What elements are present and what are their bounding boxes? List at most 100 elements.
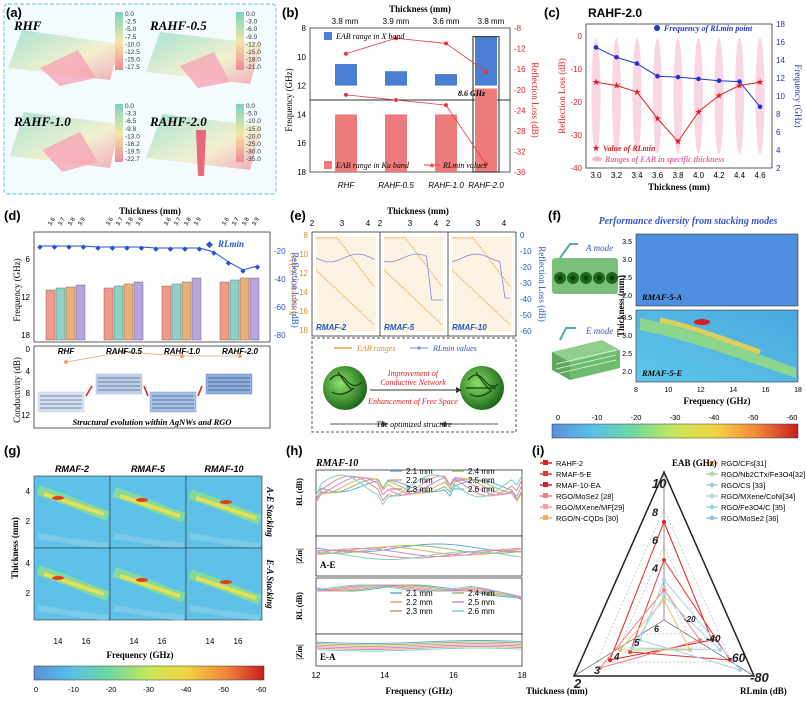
panel-c-xlabel: Thickness (mm)	[648, 182, 710, 192]
x-tick: 4.0	[693, 171, 705, 180]
x-tick: 16	[449, 671, 458, 680]
panel-f-ylabel: Thickness (mm)	[616, 275, 626, 337]
eab-range	[653, 38, 662, 154]
panel-i: (i) RAHF-2 RMAF-5-E RMAF-10-EA RGO/MoSe2 [2…	[526, 443, 805, 696]
legend-x-band: EAB range in X band	[335, 32, 405, 41]
subplot-title-rahf-20: RAHF-2.0	[149, 114, 207, 129]
thickness-tick: 3.9 mm	[383, 17, 410, 26]
absorption-band	[640, 318, 796, 378]
band-inner	[43, 492, 105, 516]
panel-c-ylabel-right: Frequency (GHz)	[793, 64, 803, 127]
band-low	[189, 605, 261, 621]
panel-d-top-axis-title: Thickness (mm)	[119, 206, 181, 216]
thickness-tick: 4	[613, 652, 620, 663]
freq-bar	[113, 285, 124, 341]
panel-b-ylabel-right: Reflection Loss (dB)	[530, 62, 540, 138]
eab-lower-line	[315, 269, 375, 326]
right-tick: -20	[514, 86, 526, 95]
eab-range	[673, 38, 683, 154]
legend-entry: 2.5 mm	[468, 598, 495, 607]
right-tick: -24	[514, 106, 526, 115]
left-tick: 8	[304, 231, 309, 240]
colorscale-tick: -13.0	[125, 133, 140, 140]
evolution-arrow	[197, 385, 203, 397]
thickness-tick: 3.6	[222, 216, 232, 227]
thickness-tick: 3.6 mm	[433, 17, 460, 26]
right-tick: -36	[514, 168, 526, 177]
colorscale-tick: -22.7	[125, 156, 140, 163]
colorscale-tick: -10.0	[246, 118, 261, 125]
colorscale-tick: -25.0	[246, 141, 261, 148]
legend-eab-swatch	[592, 156, 602, 162]
thickness-tick: 3.6	[164, 216, 174, 227]
top-tick: 2	[378, 219, 383, 228]
y-tick-a: 2.0	[622, 293, 632, 300]
rlmin-point: ◆	[139, 245, 145, 252]
absorption-peak	[694, 319, 710, 325]
zin-curve-ea	[315, 643, 523, 647]
colorscale-tick: -19.5	[125, 149, 140, 156]
freq-point	[757, 104, 763, 110]
legend-eab: Ranges of EAB in specific thickness	[604, 155, 724, 164]
rl-curve-ae	[315, 479, 523, 501]
legend-freq-marker	[654, 25, 660, 31]
colorscale-tick: -2.5	[125, 19, 137, 26]
ylabel-zin-ae: |Zin|	[295, 548, 304, 564]
legend-rl: RLmin values	[442, 161, 487, 170]
y-tick-e: 3.5	[622, 315, 632, 322]
freq-bar	[65, 286, 76, 341]
ylabel-zin-ea: |Zin|	[295, 644, 304, 660]
right-tick: -32	[514, 148, 526, 157]
rl-curve-ae	[315, 478, 523, 502]
bar-ku-band	[435, 114, 457, 172]
zin-curve-ae	[315, 549, 523, 559]
rlmin-point: ◆	[153, 246, 159, 253]
colorbar-tick: -50	[748, 413, 759, 422]
surface-peak-rhf	[40, 50, 96, 86]
subplot-title-rahf-10: RAHF-1.0	[13, 114, 71, 129]
radar-grid	[596, 508, 732, 663]
bar-ku-band	[385, 114, 407, 172]
right-tick: -20	[274, 247, 286, 256]
thickness-tick: 3.9	[252, 216, 262, 227]
rlmin-point: ◆	[52, 244, 58, 251]
band-peak	[136, 578, 148, 582]
bar-highlight	[472, 36, 500, 173]
legend-marker	[709, 504, 715, 510]
panel-a-label: (a)	[6, 5, 22, 20]
panel-i-label: (i)	[532, 443, 544, 458]
legend-entry: 2.1 mm	[406, 467, 433, 476]
rl-curve-ae	[315, 474, 523, 506]
panel-h-title: RMAF-10	[315, 458, 358, 469]
panel-c-label: (c)	[544, 5, 560, 20]
x-tick: 3.2	[611, 171, 623, 180]
panel-d: (d) Thickness (mm) 3.6 3.7 3.8 3.9 3.6 3.7 3.8…	[4, 206, 300, 429]
text-improve-network: Improvement of Conductive Network	[380, 369, 446, 387]
y-tick-a: 3.5	[622, 239, 632, 246]
y-tick: 4	[26, 559, 31, 568]
freq-bar	[55, 287, 66, 341]
legend-marker	[543, 515, 548, 520]
structure-block	[149, 391, 197, 413]
label-ae: A-E	[320, 560, 336, 570]
surface-peak-rahf-05	[180, 52, 230, 88]
top-tick: 4	[502, 219, 507, 228]
colorscale-tick: -18.0	[246, 57, 261, 64]
rlmin-point: ◆	[95, 245, 101, 252]
colorbar-tick: 0	[34, 685, 38, 694]
legend-entry: 2.4 mm	[468, 467, 495, 476]
evolution-arrow	[85, 385, 93, 397]
rlmin-point: ◆	[81, 244, 87, 251]
colorscale-tick: 0.0	[125, 11, 134, 18]
band-peak	[220, 580, 232, 584]
legend-entry: 2.2 mm	[406, 598, 433, 607]
panel-b-label: (b)	[282, 5, 299, 20]
radar-series	[598, 589, 701, 669]
freq-point	[696, 76, 701, 82]
rl-line	[383, 253, 443, 301]
legend-rl-star: ★	[592, 143, 600, 153]
legend-rlmin-value: Value of RLmin	[603, 144, 656, 153]
text-improve-line1: Improvement of	[387, 369, 440, 378]
colorscale-tick: -12.0	[246, 41, 261, 48]
eab-tick: 10	[652, 476, 667, 491]
